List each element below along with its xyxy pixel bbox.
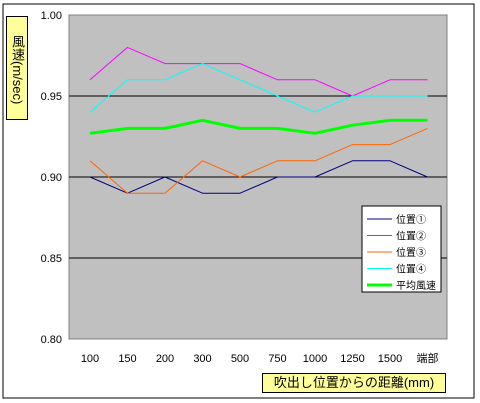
y-tick-label: 0.80 bbox=[41, 334, 62, 346]
y-tick-labels: 1.00 0.95 0.90 0.85 0.80 bbox=[41, 10, 62, 346]
y-tick-label: 1.00 bbox=[41, 10, 62, 22]
series-line-4 bbox=[89, 63, 428, 113]
x-tick-label: 500 bbox=[231, 353, 249, 365]
y-tick-label: 0.85 bbox=[41, 253, 62, 265]
x-tick-label: 300 bbox=[193, 353, 211, 365]
x-tick-label: 200 bbox=[156, 353, 174, 365]
legend: 位置① 位置② 位置③ 位置④ 平均風速 bbox=[361, 205, 442, 293]
y-axis-title: 風速(m/sec) bbox=[6, 16, 28, 120]
x-tick-label: 1000 bbox=[303, 353, 327, 365]
series-line-2 bbox=[89, 46, 428, 97]
series-line-5 bbox=[89, 118, 428, 135]
series-line-3 bbox=[89, 127, 428, 194]
y-tick-label: 0.90 bbox=[41, 172, 62, 184]
y-tick-label: 0.95 bbox=[41, 91, 62, 103]
x-tick-label: 1500 bbox=[378, 353, 402, 365]
legend-box bbox=[361, 205, 442, 293]
x-tick-label: 端部 bbox=[417, 351, 439, 365]
legend-label-3: 位置③ bbox=[396, 246, 426, 259]
legend-label-1: 位置① bbox=[396, 213, 426, 226]
legend-label-4: 位置④ bbox=[396, 263, 426, 276]
x-tick-label: 750 bbox=[268, 353, 286, 365]
series-line-1 bbox=[89, 160, 428, 194]
x-tick-label: 1250 bbox=[340, 353, 364, 365]
legend-label-2: 位置② bbox=[396, 230, 426, 243]
x-tick-labels: 100 150 200 300 500 750 1000 1250 1500 端部 bbox=[81, 351, 439, 365]
series-lines bbox=[89, 46, 428, 194]
x-tick-label: 150 bbox=[118, 353, 136, 365]
legend-label-5: 平均風速 bbox=[396, 280, 436, 292]
x-tick-label: 100 bbox=[81, 353, 99, 365]
x-axis-title: 吹出し位置からの距離(mm) bbox=[262, 373, 446, 393]
